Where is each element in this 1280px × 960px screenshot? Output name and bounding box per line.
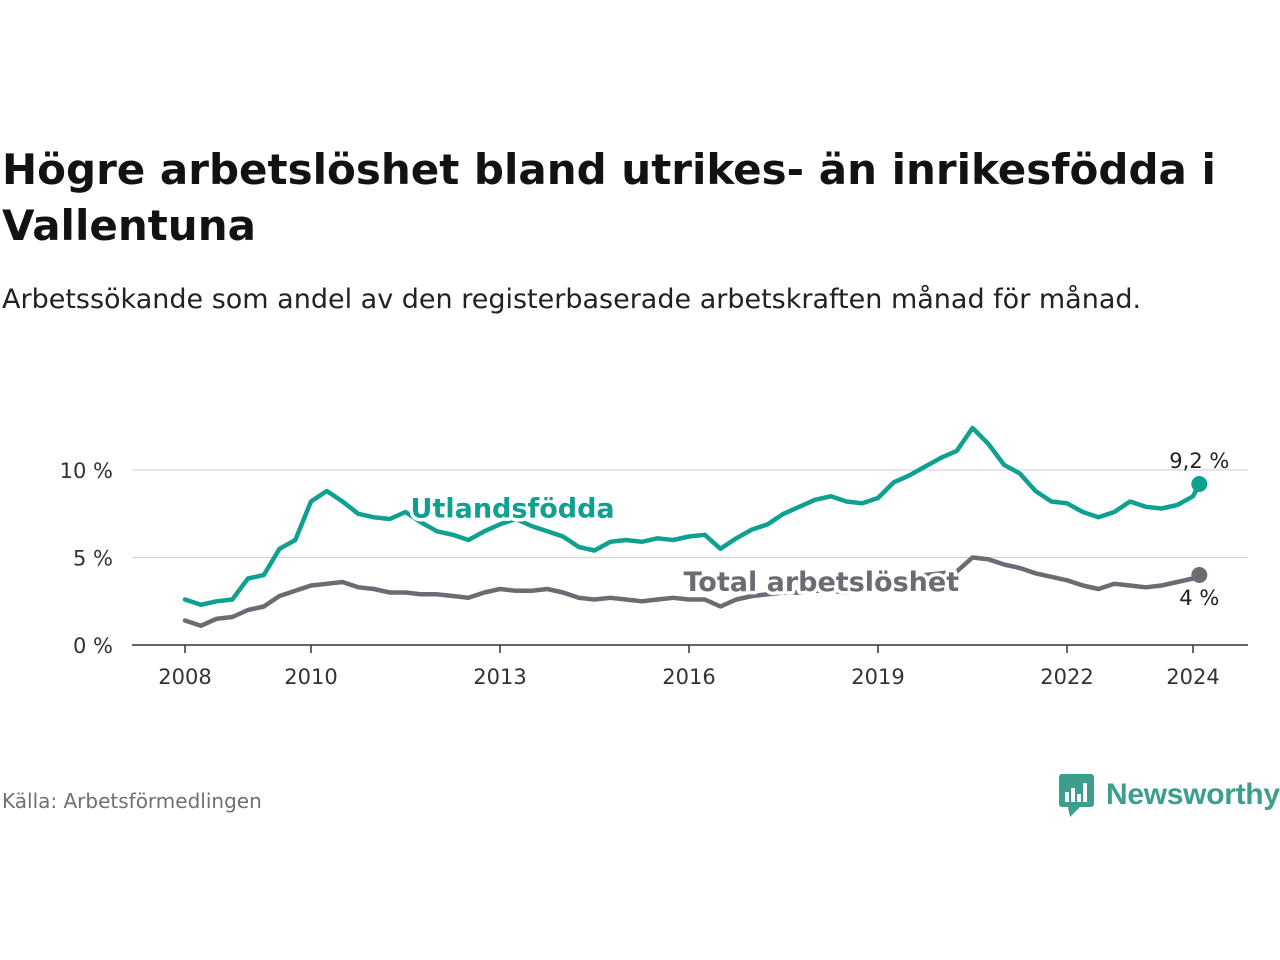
series-layer: [182, 425, 1208, 629]
y-axis: 0 % 5 % 10 %: [60, 459, 113, 658]
source-note: Källa: Arbetsförmedlingen: [2, 789, 262, 813]
end-point-total: [1191, 567, 1208, 583]
series-line-total: [182, 555, 1202, 629]
annotation-total: Total arbetslöshet: [683, 567, 959, 598]
end-label-total: 4 %: [1179, 586, 1219, 610]
end-label-utlandsfodda: 9,2 %: [1169, 449, 1229, 473]
x-tick-label: 2016: [662, 665, 715, 689]
y-tick-label: 10 %: [60, 459, 113, 483]
x-tick-label: 2022: [1040, 665, 1093, 689]
x-tick-label: 2010: [284, 665, 337, 689]
y-tick-label: 0 %: [73, 634, 113, 658]
x-tick-label: 2019: [851, 665, 904, 689]
newsworthy-logo-icon: [1059, 774, 1094, 817]
x-tick-label: 2024: [1166, 665, 1219, 689]
series-labels: 4 % 9,2 % Utlandsfödda Total arbetslöshet: [407, 449, 1229, 610]
line-chart: 0 %5 %10 % 2008 2010 2013 2016 2019 2022 2024 …: [60, 425, 1248, 689]
annotation-utlandsfodda: Utlandsfödda: [411, 493, 615, 524]
x-tick-label: 2013: [473, 665, 526, 689]
x-tick-label: 2008: [158, 665, 211, 689]
x-axis: 2008 2010 2013 2016 2019 2022 2024: [132, 644, 1248, 689]
grid: [132, 469, 1248, 559]
chart-subtitle: Arbetssökande som andel av den registerb…: [2, 284, 1142, 315]
end-point-utlandsfodda: [1191, 476, 1208, 492]
series-line-utlandsfodda: [182, 425, 1202, 608]
y-tick-label: 5 %: [73, 547, 113, 571]
brand-name: Newsworthy: [1106, 778, 1280, 811]
chart-title: Högre arbetslöshet bland utrikes- än inr…: [2, 145, 1216, 250]
brand-logo[interactable]: Newsworthy: [1058, 772, 1280, 818]
